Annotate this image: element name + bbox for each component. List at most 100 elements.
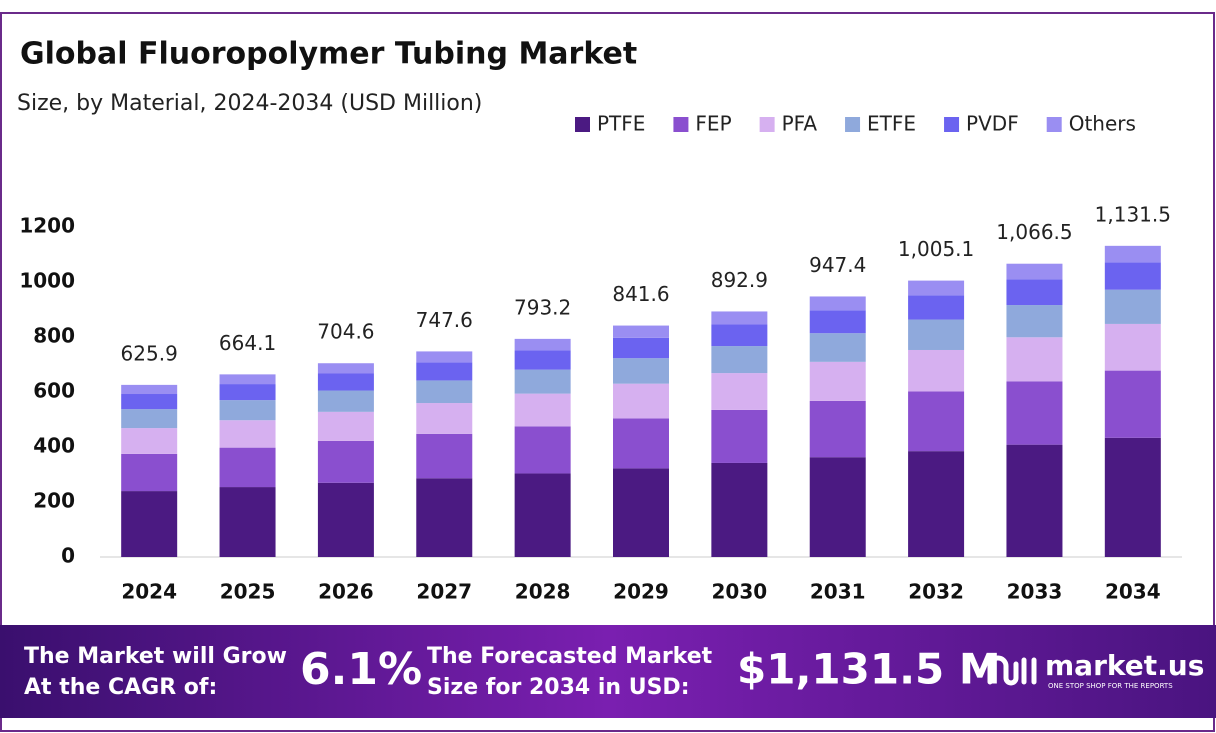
bar-segment — [317, 373, 374, 391]
legend-label: Others — [1069, 112, 1136, 136]
y-tick-label: 1000 — [19, 269, 75, 293]
total-label: 947.4 — [809, 253, 866, 277]
legend-swatch — [575, 117, 590, 132]
total-label: 747.6 — [416, 308, 473, 332]
legend-label: FEP — [695, 112, 731, 136]
bar-segment — [121, 428, 178, 454]
total-label: 625.9 — [121, 341, 178, 365]
legend-swatch — [845, 117, 861, 132]
bar-segment — [219, 420, 276, 448]
bar-segment — [809, 457, 866, 557]
bar-segment — [317, 363, 374, 374]
chart-subtitle: Size, by Material, 2024-2034 (USD Millio… — [17, 91, 482, 116]
total-label: 1,131.5 — [1095, 202, 1171, 226]
bar-segment — [613, 383, 669, 419]
bar-segment — [219, 447, 276, 488]
bar-segment — [1104, 370, 1161, 438]
x-tick-label: 2029 — [613, 580, 669, 604]
legend-label: ETFE — [867, 112, 916, 136]
bar-segment — [219, 374, 276, 385]
total-label: 793.2 — [514, 295, 571, 319]
y-tick-label: 400 — [33, 434, 75, 458]
bar-segment — [317, 390, 374, 412]
y-tick-label: 0 — [61, 544, 75, 568]
cagr-text: At the CAGR of: — [24, 675, 217, 700]
bar-segment — [1006, 337, 1063, 382]
bar-segment — [317, 440, 374, 483]
bar-segment — [908, 349, 965, 392]
cagr-text: The Market will Grow — [24, 644, 287, 669]
bar-segment — [908, 451, 965, 557]
bar-segment — [219, 487, 276, 557]
bar-segment — [1006, 444, 1063, 557]
x-tick-label: 2025 — [220, 580, 276, 604]
bar-segment — [121, 394, 178, 410]
bar-segment — [809, 310, 866, 334]
bar-segment — [908, 391, 965, 452]
brand-logo — [987, 655, 1037, 686]
bar-segment — [711, 324, 768, 347]
forecast-text: The Forecasted Market — [427, 644, 713, 669]
total-label: 704.6 — [317, 320, 374, 344]
y-tick-label: 200 — [33, 489, 75, 513]
bar-segment — [1104, 289, 1161, 324]
bar-segment — [1104, 323, 1161, 371]
bar-segment — [809, 361, 866, 401]
bar-segment — [613, 325, 669, 338]
legend-label: PTFE — [597, 112, 645, 136]
bar-segment — [908, 280, 965, 296]
legend-swatch — [1046, 117, 1062, 132]
x-tick-label: 2030 — [712, 580, 768, 604]
x-tick-label: 2026 — [318, 580, 374, 604]
x-tick-label: 2034 — [1105, 580, 1161, 604]
bar-segment — [1006, 263, 1063, 280]
total-label: 841.6 — [612, 282, 669, 306]
frame — [0, 12, 1215, 732]
brand: market.us — [1045, 649, 1204, 682]
x-tick-label: 2024 — [121, 580, 177, 604]
x-tick-label: 2031 — [810, 580, 866, 604]
bar-segment — [416, 351, 473, 363]
bar-segment — [1104, 262, 1161, 290]
bar-segment — [514, 393, 571, 427]
bar-segment — [613, 337, 669, 359]
bar-segment — [711, 373, 768, 410]
bar-segment — [219, 400, 276, 421]
bar-segment — [121, 491, 178, 557]
bar-segment — [809, 296, 866, 311]
bar-segment — [613, 418, 669, 469]
bar-segment — [1104, 437, 1161, 557]
bar-segment — [711, 346, 768, 374]
bar-segment — [908, 295, 965, 320]
legend-swatch — [673, 117, 689, 132]
y-tick-label: 600 — [33, 379, 75, 403]
bar-segment — [711, 462, 768, 557]
y-tick-label: 1200 — [19, 214, 75, 238]
bar-segment — [613, 358, 669, 384]
bar-segment — [416, 362, 473, 381]
total-label: 1,066.5 — [996, 220, 1072, 244]
bar-segment — [317, 411, 374, 441]
forecast-value: $1,131.5 M — [737, 645, 1001, 694]
bar-segment — [809, 400, 866, 458]
bar-segment — [121, 384, 178, 395]
bar-segment — [416, 403, 473, 434]
bar-segment — [514, 426, 571, 474]
bar-segment — [514, 369, 571, 394]
forecast-text: Size for 2034 in USD: — [427, 675, 690, 700]
bar-segment — [1006, 381, 1063, 445]
bar-segment — [416, 433, 473, 479]
total-label: 1,005.1 — [898, 237, 974, 261]
total-label: 892.9 — [711, 268, 768, 292]
x-tick-label: 2032 — [908, 580, 964, 604]
bar-segment — [416, 478, 473, 557]
bar-segment — [908, 319, 965, 350]
bar-segment — [514, 473, 571, 557]
x-tick-label: 2027 — [416, 580, 472, 604]
footer-banner — [0, 625, 1216, 718]
bar-segment — [219, 384, 276, 401]
bar-segment — [121, 453, 178, 492]
bar-segment — [514, 338, 571, 351]
legend-label: PFA — [782, 112, 818, 136]
